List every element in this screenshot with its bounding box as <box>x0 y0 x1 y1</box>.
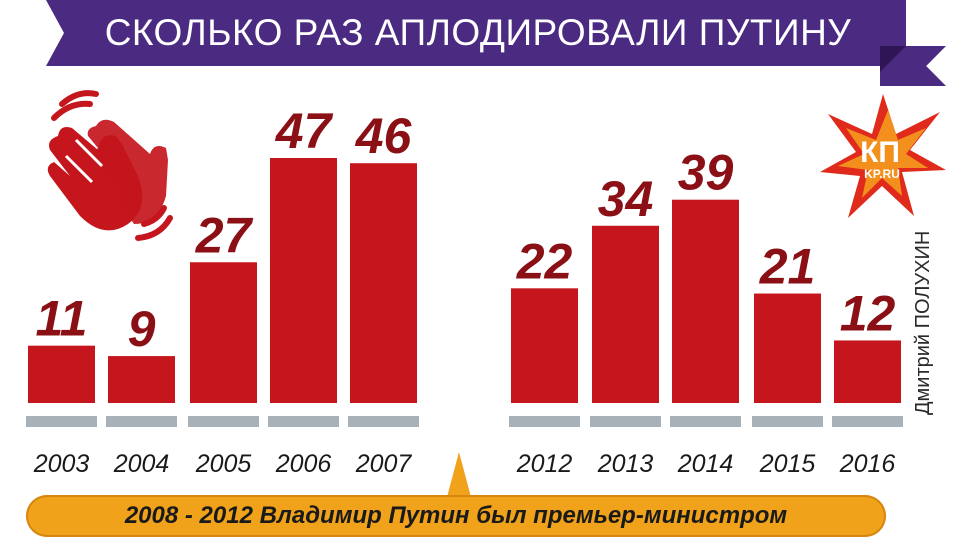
tick-label-2012: 2012 <box>516 450 573 478</box>
bar-2012 <box>511 288 578 403</box>
bar-base-2003 <box>26 416 97 427</box>
tick-label-2014: 2014 <box>677 450 734 478</box>
tick-label-2007: 2007 <box>355 450 413 478</box>
bar-2007 <box>350 163 417 403</box>
data-label-2006: 47 <box>275 103 334 159</box>
bar-2013 <box>592 225 659 403</box>
tick-label-2004: 2004 <box>113 450 170 478</box>
tick-label-2013: 2013 <box>597 450 654 478</box>
bar-base-2007 <box>348 416 419 427</box>
bar-2004 <box>108 356 175 403</box>
bar-2016 <box>834 340 901 403</box>
data-label-2004: 9 <box>128 301 156 357</box>
tick-label-2015: 2015 <box>759 450 816 478</box>
clapping-hands-icon <box>47 90 173 241</box>
bar-base-2012 <box>509 416 580 427</box>
logo-sub-text: KP.RU <box>864 167 900 181</box>
data-label-2005: 27 <box>195 207 254 263</box>
data-label-2014: 39 <box>678 145 734 201</box>
title-banner <box>46 0 906 66</box>
bar-2003 <box>28 345 95 403</box>
data-label-2012: 22 <box>516 233 573 289</box>
bar-2006 <box>270 158 337 403</box>
kp-star-logo: КП KP.RU <box>820 94 946 218</box>
note-pill <box>26 495 886 537</box>
data-label-2007: 46 <box>355 108 413 164</box>
logo-main-text: КП <box>860 136 900 169</box>
bar-base-2016 <box>832 416 903 427</box>
data-label-2016: 12 <box>840 285 896 341</box>
bar-base-2013 <box>590 416 661 427</box>
bar-base-2005 <box>188 416 259 427</box>
bar-base-2014 <box>670 416 741 427</box>
data-label-2003: 11 <box>36 291 88 347</box>
banner-ribbon-fold <box>880 46 906 72</box>
bar-2014 <box>672 199 739 403</box>
tick-label-2005: 2005 <box>195 450 252 478</box>
premier-note: 2008 - 2012 Владимир Путин был премьер-м… <box>124 502 788 529</box>
chart-title: СКОЛЬКО РАЗ АПЛОДИРОВАЛИ ПУТИНУ <box>104 12 852 53</box>
tick-label-2016: 2016 <box>839 450 896 478</box>
bar-base-2015 <box>752 416 823 427</box>
data-label-2013: 34 <box>598 171 654 227</box>
tick-label-2003: 2003 <box>33 450 90 478</box>
tick-label-2006: 2006 <box>275 450 332 478</box>
data-label-2015: 21 <box>759 239 816 295</box>
bar-base-2006 <box>268 416 339 427</box>
note-pointer <box>447 452 471 497</box>
bar-base-2004 <box>106 416 177 427</box>
bar-2015 <box>754 293 821 403</box>
author-credit: Дмитрий ПОЛУХИН <box>912 230 934 415</box>
bar-2005 <box>190 262 257 403</box>
